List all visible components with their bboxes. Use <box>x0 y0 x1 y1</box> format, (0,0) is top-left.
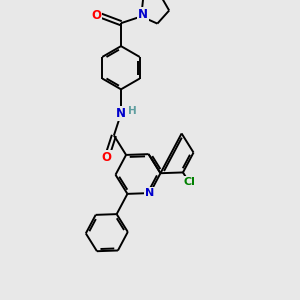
Text: H: H <box>128 106 136 116</box>
Text: N: N <box>145 188 154 198</box>
Text: N: N <box>116 107 126 120</box>
Text: O: O <box>102 151 112 164</box>
Text: N: N <box>138 8 148 20</box>
Text: O: O <box>92 9 101 22</box>
Text: Cl: Cl <box>183 177 195 187</box>
